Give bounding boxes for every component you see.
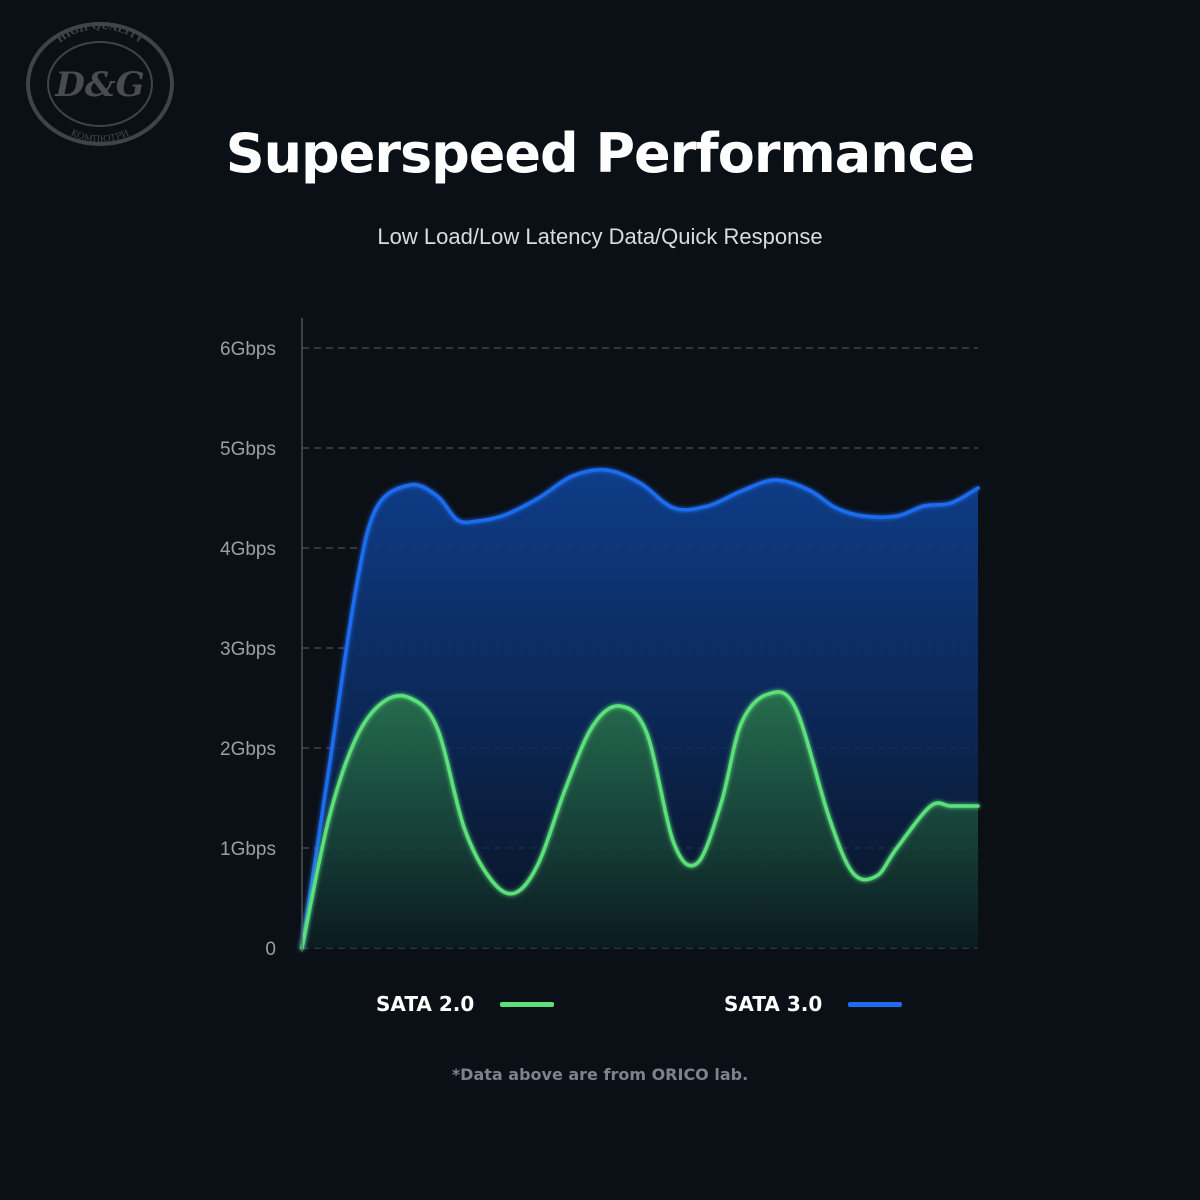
y-tick-label: 5Gbps bbox=[220, 439, 276, 460]
legend-sata3-swatch bbox=[848, 1001, 903, 1007]
sata-2-0-line bbox=[300, 690, 980, 950]
page-subtitle: Low Load/Low Latency Data/Quick Response bbox=[377, 224, 823, 249]
sata-2-0-area bbox=[302, 691, 978, 948]
y-tick-label: 2Gbps bbox=[220, 739, 276, 760]
dg-logo-seal: HIGH QUALITY KOMПЮТРИ D&G bbox=[26, 22, 174, 146]
legend-sata3: SATA 3.0 bbox=[724, 992, 903, 1016]
y-tick-label: 4Gbps bbox=[220, 539, 276, 560]
legend-sata3-label: SATA 3.0 bbox=[724, 992, 823, 1016]
footnote: *Data above are from ORICO lab. bbox=[451, 1065, 749, 1084]
page-title: Superspeed Performance bbox=[225, 122, 976, 185]
y-tick-label: 6Gbps bbox=[220, 339, 276, 360]
legend-sata2-label: SATA 2.0 bbox=[376, 992, 475, 1016]
legend-sata2-swatch bbox=[500, 1001, 555, 1007]
legend-sata2: SATA 2.0 bbox=[376, 992, 555, 1016]
y-tick-label: 0 bbox=[265, 939, 276, 960]
sata-3-0-line bbox=[300, 467, 980, 950]
y-tick-label: 3Gbps bbox=[220, 639, 276, 660]
y-tick-label: 1Gbps bbox=[220, 839, 276, 860]
logo-text: D&G bbox=[54, 65, 144, 105]
